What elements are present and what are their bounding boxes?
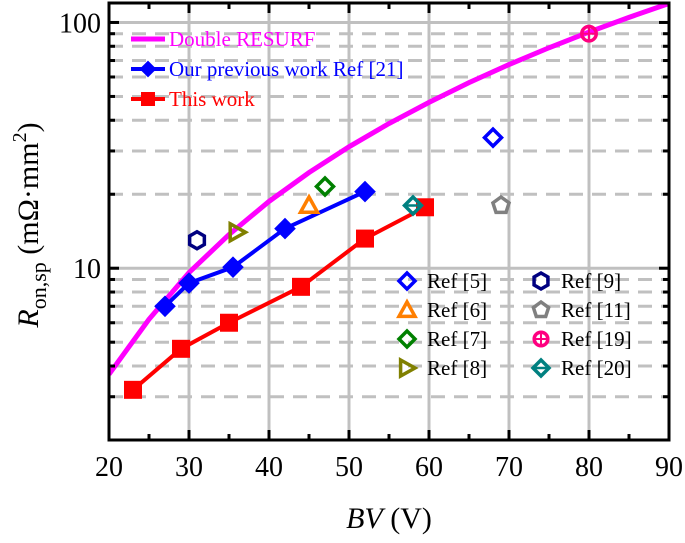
legend-label: Double RESURF	[169, 27, 315, 51]
x-tick-label: 30	[175, 452, 203, 483]
legend-entry: This work	[131, 87, 255, 111]
legend-label: Ref [19]	[561, 327, 632, 351]
legend-label: Ref [5]	[427, 269, 487, 293]
data-point-circle-plus	[580, 24, 598, 43]
data-point-diamond	[482, 126, 504, 149]
data-point-square	[141, 92, 155, 106]
data-point-diamond-line	[530, 357, 552, 379]
data-point-square	[292, 277, 310, 296]
x-tick-label: 40	[255, 452, 283, 483]
legend-label: Ref [6]	[427, 298, 487, 322]
data-point-square	[124, 380, 142, 399]
data-point-triangle-right	[398, 357, 419, 379]
x-axis-label: BV (V)	[346, 502, 432, 535]
legend-entry: Ref [19]	[532, 327, 632, 351]
marker-shape	[402, 194, 424, 217]
legend-label: Ref [8]	[427, 356, 487, 380]
legend-entry: Ref [7]	[396, 327, 487, 351]
data-point-triangle-up	[297, 193, 321, 215]
data-point-square	[172, 339, 190, 358]
legend-entry: Ref [11]	[531, 298, 631, 322]
x-tick-label: 60	[415, 452, 443, 483]
y-tick-label: 100	[59, 8, 101, 39]
data-point-pentagon	[531, 299, 551, 319]
data-point-square	[220, 313, 238, 332]
x-tick-label: 70	[495, 452, 523, 483]
data-point-diamond	[154, 295, 176, 318]
data-point-diamond	[396, 270, 418, 292]
legend-label: Our previous work Ref [21]	[169, 57, 403, 81]
legend-entry: Double RESURF	[131, 27, 315, 51]
legend-entry: Ref [6]	[396, 298, 487, 322]
data-point-circle-plus	[532, 330, 550, 348]
data-point-diamond	[274, 217, 296, 240]
legend-entry: Ref [5]	[396, 269, 487, 293]
data-point-hexagon	[532, 270, 550, 292]
data-point-pentagon	[490, 194, 512, 215]
data-point-diamond	[396, 328, 418, 350]
legend-label: Ref [20]	[561, 356, 632, 380]
legend-label: Ref [7]	[427, 327, 487, 351]
legend-label: Ref [9]	[561, 269, 621, 293]
data-point-triangle-right	[228, 220, 250, 244]
data-point-diamond	[178, 272, 200, 294]
series-line	[109, 3, 669, 376]
x-tick-label: 20	[95, 452, 123, 483]
y-tick-label: 10	[73, 254, 101, 285]
marker-shape	[530, 357, 552, 379]
x-tick-label: 50	[335, 452, 363, 483]
data-point-hexagon	[187, 229, 207, 251]
legend-label: This work	[169, 87, 255, 111]
data-point-diamond	[314, 175, 336, 198]
data-point-square	[356, 229, 374, 248]
x-tick-label: 90	[655, 452, 683, 483]
legend-entry: Ref [9]	[532, 269, 621, 293]
data-point-diamond	[222, 256, 244, 278]
legend-label: Ref [11]	[561, 298, 631, 322]
legend-entry: Ref [8]	[398, 356, 487, 380]
y-axis-label: Ron,sp (mΩ·mm2)	[9, 122, 51, 328]
legend-entry: Ref [20]	[530, 356, 632, 380]
data-point-diamond	[354, 180, 376, 203]
data-point-diamond	[139, 60, 157, 78]
data-point-diamond-line	[402, 194, 424, 217]
data-point-triangle-up	[396, 298, 418, 319]
legend-entry: Our previous work Ref [21]	[131, 57, 403, 81]
x-tick-label: 80	[575, 452, 603, 483]
